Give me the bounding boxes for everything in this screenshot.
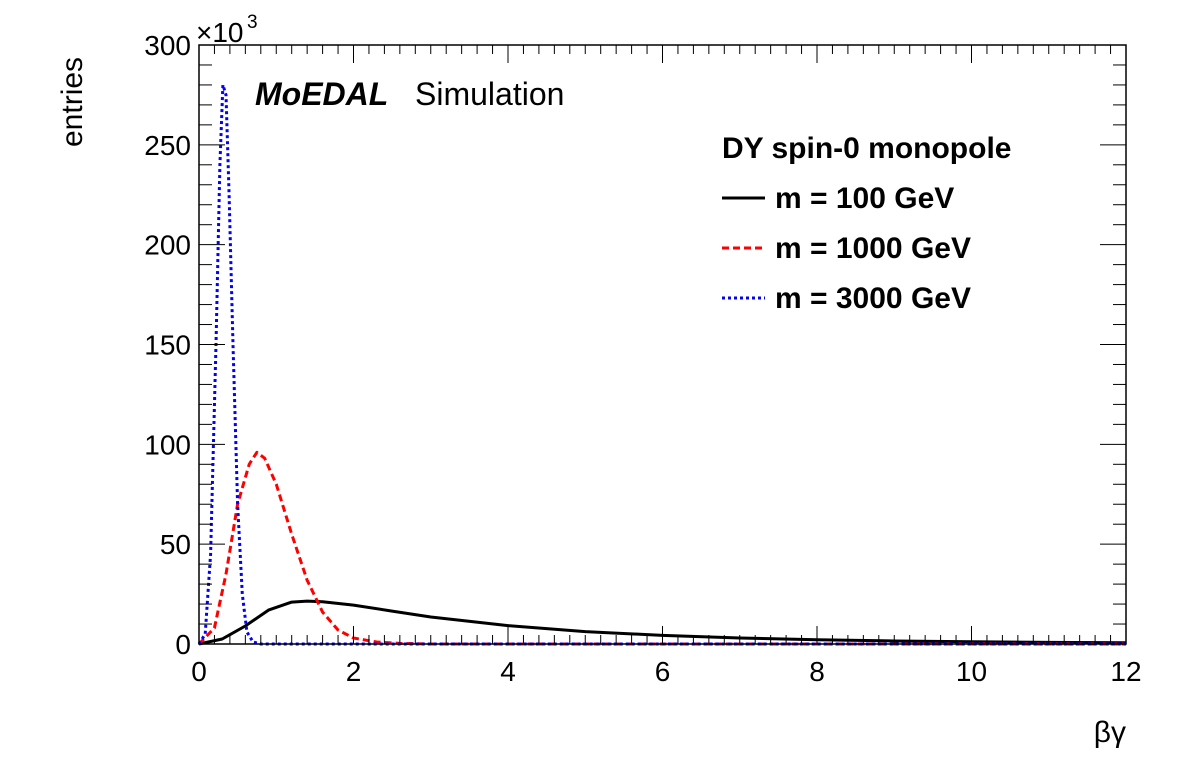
- y-tick-label: 0: [175, 629, 191, 660]
- y-tick-label: 250: [144, 130, 191, 161]
- series-line-3: [197, 83, 1126, 646]
- y-scale-factor: ×10: [196, 17, 244, 48]
- y-axis-title: entries: [56, 57, 89, 147]
- legend-label-3: m = 3000 GeV: [775, 282, 971, 315]
- y-tick-label: 100: [144, 429, 191, 460]
- y-tick-label: 50: [160, 529, 191, 560]
- y-tick-label: 300: [144, 30, 191, 61]
- x-tick-label: 4: [500, 656, 516, 687]
- x-axis-title: βγ: [1094, 716, 1126, 749]
- x-tick-label: 6: [655, 656, 671, 687]
- y-scale-exponent: 3: [247, 12, 258, 33]
- legend-header: DY spin-0 monopole: [722, 132, 1011, 165]
- brand-name: MoEDAL: [255, 76, 388, 112]
- y-tick-label: 150: [144, 330, 191, 361]
- x-tick-label: 8: [809, 656, 825, 687]
- axis-tick-labels: 0 2 4 6 8 10 12 0 50 100 150 200 250 300: [144, 30, 1141, 687]
- legend-label-2: m = 1000 GeV: [775, 232, 971, 265]
- brand-subtitle: Simulation: [415, 76, 564, 112]
- legend-label-1: m = 100 GeV: [775, 182, 954, 215]
- axis-ticks: [198, 44, 1127, 645]
- x-tick-label: 0: [191, 656, 207, 687]
- legend: DY spin-0 monopole m = 100 GeV m = 1000 G…: [722, 132, 1011, 315]
- x-tick-label: 10: [956, 656, 987, 687]
- y-tick-label: 200: [144, 230, 191, 261]
- x-tick-label: 12: [1110, 656, 1141, 687]
- plot-curves: [197, 83, 1127, 646]
- x-tick-label: 2: [346, 656, 362, 687]
- series-line-2: [197, 450, 1126, 646]
